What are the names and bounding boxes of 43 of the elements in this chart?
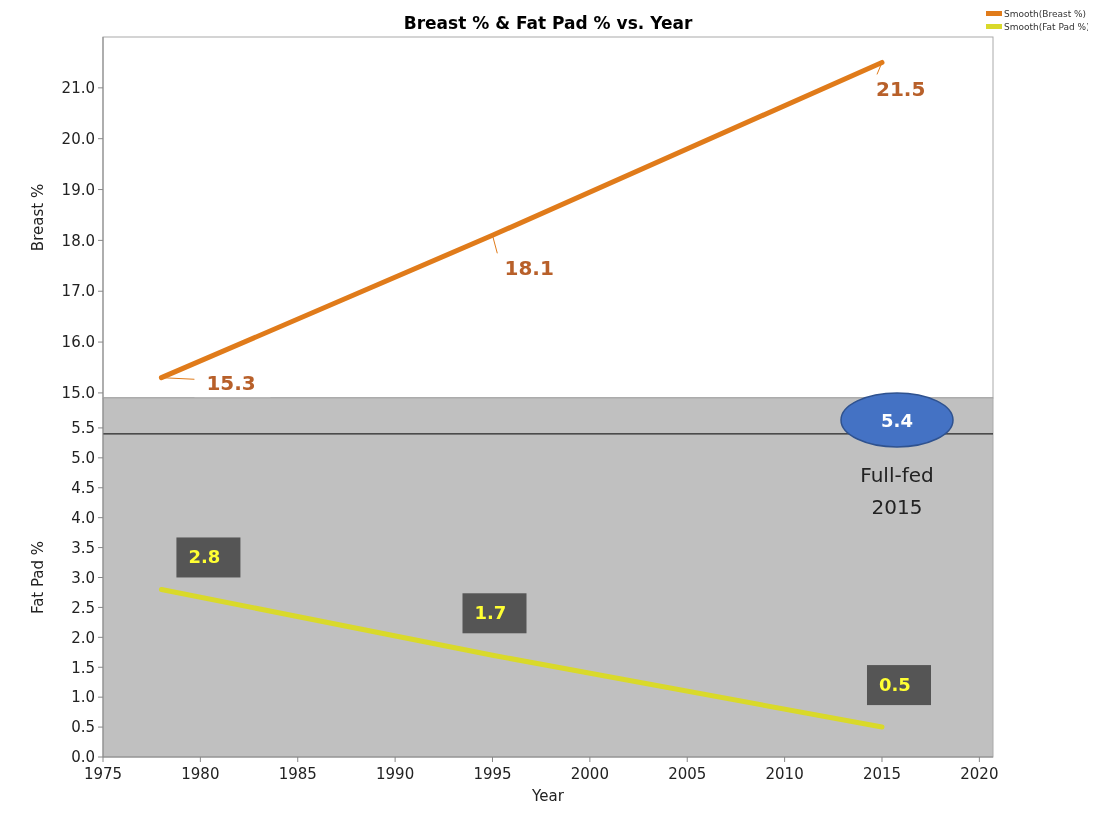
x-tick-label: 1980 — [181, 765, 220, 783]
y-tick-label: 5.5 — [71, 419, 95, 438]
y-tick-label: 0.5 — [71, 718, 95, 737]
y-tick-label: 2.5 — [71, 598, 95, 617]
x-tick-label: 2010 — [765, 765, 804, 783]
y-tick-label: 21.0 — [61, 79, 95, 98]
x-tick-label: 1985 — [278, 765, 317, 783]
x-tick-label: 1990 — [376, 765, 415, 783]
y-tick-label: 0.0 — [71, 748, 95, 767]
y-tick-label: 3.0 — [71, 568, 95, 587]
legend-label: Smooth(Fat Pad %) — [1004, 22, 1090, 33]
x-tick-label: 2015 — [862, 765, 902, 783]
data-label: 15.3 — [206, 370, 256, 395]
y-tick-label: 16.0 — [61, 333, 95, 352]
y-tick-label: 3.5 — [71, 538, 95, 557]
annotation: Full-fed 2015 — [860, 462, 934, 519]
y-tick-label: 2.0 — [71, 628, 95, 647]
y-axis-title: Fat Pad % — [29, 540, 47, 615]
x-tick-label: 2020 — [960, 765, 999, 783]
data-label: 1.7 — [474, 602, 507, 624]
y-tick-label: 15.0 — [61, 384, 95, 403]
y-tick-label: 17.0 — [61, 282, 95, 301]
y-tick-label: 4.5 — [71, 479, 95, 497]
y-tick-label: 5.0 — [71, 449, 95, 468]
y-tick-label: 1.5 — [71, 658, 95, 677]
data-label: 18.1 — [504, 256, 554, 281]
y-axis-title: Breast % — [29, 183, 47, 252]
x-tick-label: 2000 — [570, 765, 609, 783]
y-tick-label: 4.0 — [71, 508, 95, 527]
data-label: 21.5 — [875, 77, 926, 102]
data-label: 0.5 — [878, 674, 911, 696]
x-axis-title: Year — [531, 787, 565, 805]
chart-title: Breast % & Fat Pad % vs. Year — [403, 13, 693, 33]
ref-line-label: 5.4 — [881, 409, 913, 431]
x-tick-label: 2005 — [668, 765, 707, 783]
legend-label: Smooth(Breast %) — [1004, 9, 1087, 20]
x-tick-label: 1975 — [83, 765, 123, 783]
y-tick-label: 1.0 — [71, 688, 95, 707]
y-tick-label: 18.0 — [61, 231, 95, 250]
y-tick-label: 20.0 — [61, 129, 95, 148]
data-label: 2.8 — [188, 546, 221, 568]
y-tick-label: 19.0 — [61, 180, 95, 199]
x-tick-label: 1995 — [473, 765, 512, 783]
